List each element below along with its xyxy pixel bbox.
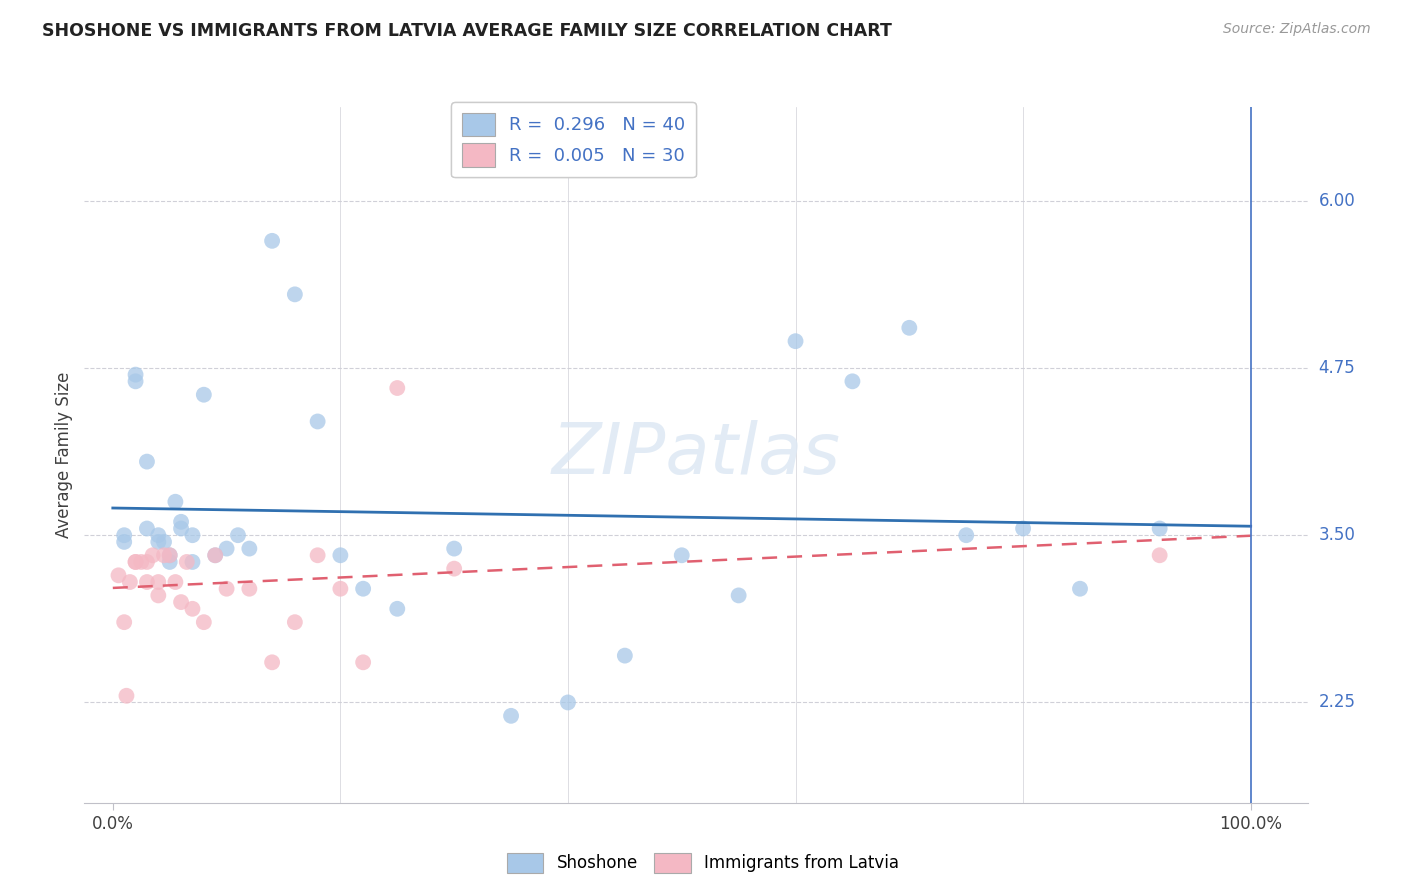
Point bbox=[841, 375, 863, 389]
Point bbox=[176, 555, 198, 569]
Point bbox=[148, 535, 170, 549]
Point bbox=[148, 589, 170, 603]
Point bbox=[307, 548, 329, 563]
Point bbox=[262, 655, 284, 669]
Point bbox=[181, 528, 204, 542]
Point bbox=[136, 455, 159, 469]
Point bbox=[238, 541, 260, 556]
Point bbox=[170, 595, 193, 609]
Point bbox=[170, 522, 193, 536]
Point bbox=[112, 615, 135, 630]
Point bbox=[112, 535, 135, 549]
Point bbox=[136, 522, 159, 536]
Point bbox=[159, 555, 181, 569]
Y-axis label: Average Family Size: Average Family Size bbox=[55, 372, 73, 538]
Point bbox=[329, 582, 352, 596]
Point bbox=[129, 555, 152, 569]
Point bbox=[613, 648, 636, 663]
Point bbox=[955, 528, 977, 542]
Point bbox=[107, 568, 129, 582]
Point bbox=[170, 515, 193, 529]
Point bbox=[387, 381, 409, 395]
Point bbox=[443, 562, 465, 576]
Point bbox=[238, 582, 260, 596]
Point bbox=[352, 582, 374, 596]
Point bbox=[124, 555, 146, 569]
Point bbox=[226, 528, 249, 542]
Text: 2.25: 2.25 bbox=[1319, 693, 1355, 712]
Legend: Shoshone, Immigrants from Latvia: Shoshone, Immigrants from Latvia bbox=[501, 847, 905, 880]
Text: 3.50: 3.50 bbox=[1319, 526, 1355, 544]
Point bbox=[284, 615, 307, 630]
Point bbox=[148, 575, 170, 590]
Point bbox=[215, 541, 238, 556]
Point bbox=[136, 555, 159, 569]
Point bbox=[181, 602, 204, 616]
Text: 6.00: 6.00 bbox=[1319, 192, 1355, 210]
Point bbox=[124, 368, 146, 382]
Point bbox=[785, 334, 807, 349]
Point bbox=[284, 287, 307, 301]
Point bbox=[557, 696, 579, 710]
Text: 4.75: 4.75 bbox=[1319, 359, 1355, 377]
Point bbox=[159, 548, 181, 563]
Point bbox=[1069, 582, 1091, 596]
Point bbox=[443, 541, 465, 556]
Point bbox=[136, 575, 159, 590]
Point bbox=[124, 555, 146, 569]
Point bbox=[153, 548, 176, 563]
Text: Source: ZipAtlas.com: Source: ZipAtlas.com bbox=[1223, 22, 1371, 37]
Point bbox=[118, 575, 141, 590]
Point bbox=[115, 689, 138, 703]
Point bbox=[727, 589, 749, 603]
Point bbox=[215, 582, 238, 596]
Point bbox=[142, 548, 165, 563]
Point bbox=[112, 528, 135, 542]
Point bbox=[387, 602, 409, 616]
Legend: R =  0.296   N = 40, R =  0.005   N = 30: R = 0.296 N = 40, R = 0.005 N = 30 bbox=[451, 103, 696, 178]
Point bbox=[329, 548, 352, 563]
Point bbox=[165, 575, 187, 590]
Point bbox=[499, 708, 522, 723]
Point bbox=[671, 548, 693, 563]
Point bbox=[204, 548, 226, 563]
Point bbox=[181, 555, 204, 569]
Point bbox=[1149, 548, 1171, 563]
Point bbox=[1149, 522, 1171, 536]
Point bbox=[159, 548, 181, 563]
Text: SHOSHONE VS IMMIGRANTS FROM LATVIA AVERAGE FAMILY SIZE CORRELATION CHART: SHOSHONE VS IMMIGRANTS FROM LATVIA AVERA… bbox=[42, 22, 891, 40]
Point bbox=[124, 375, 146, 389]
Point bbox=[193, 388, 215, 402]
Point bbox=[307, 415, 329, 429]
Point bbox=[153, 535, 176, 549]
Point bbox=[204, 548, 226, 563]
Point bbox=[148, 528, 170, 542]
Point bbox=[352, 655, 374, 669]
Point bbox=[898, 321, 921, 335]
Point bbox=[1012, 522, 1035, 536]
Point bbox=[262, 234, 284, 248]
Text: ZIPatlas: ZIPatlas bbox=[551, 420, 841, 490]
Point bbox=[193, 615, 215, 630]
Point bbox=[165, 494, 187, 508]
